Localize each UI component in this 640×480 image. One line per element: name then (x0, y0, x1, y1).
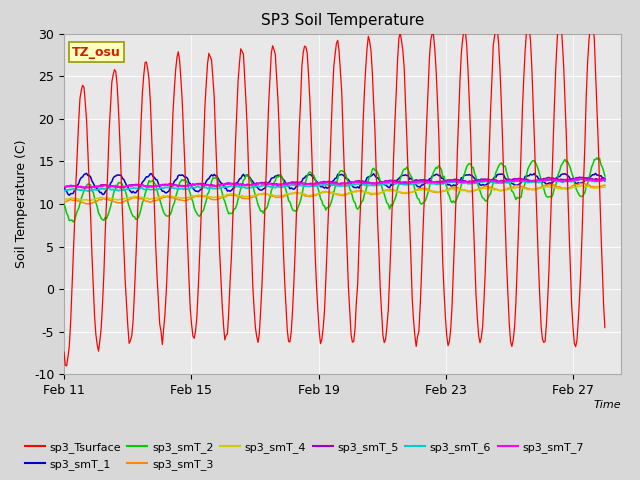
Y-axis label: Soil Temperature (C): Soil Temperature (C) (15, 140, 28, 268)
Legend: sp3_Tsurface, sp3_smT_1, sp3_smT_2, sp3_smT_3, sp3_smT_4, sp3_smT_5, sp3_smT_6, : sp3_Tsurface, sp3_smT_1, sp3_smT_2, sp3_… (25, 442, 584, 469)
Title: SP3 Soil Temperature: SP3 Soil Temperature (260, 13, 424, 28)
Text: TZ_osu: TZ_osu (72, 46, 121, 59)
Text: Time: Time (593, 400, 621, 410)
